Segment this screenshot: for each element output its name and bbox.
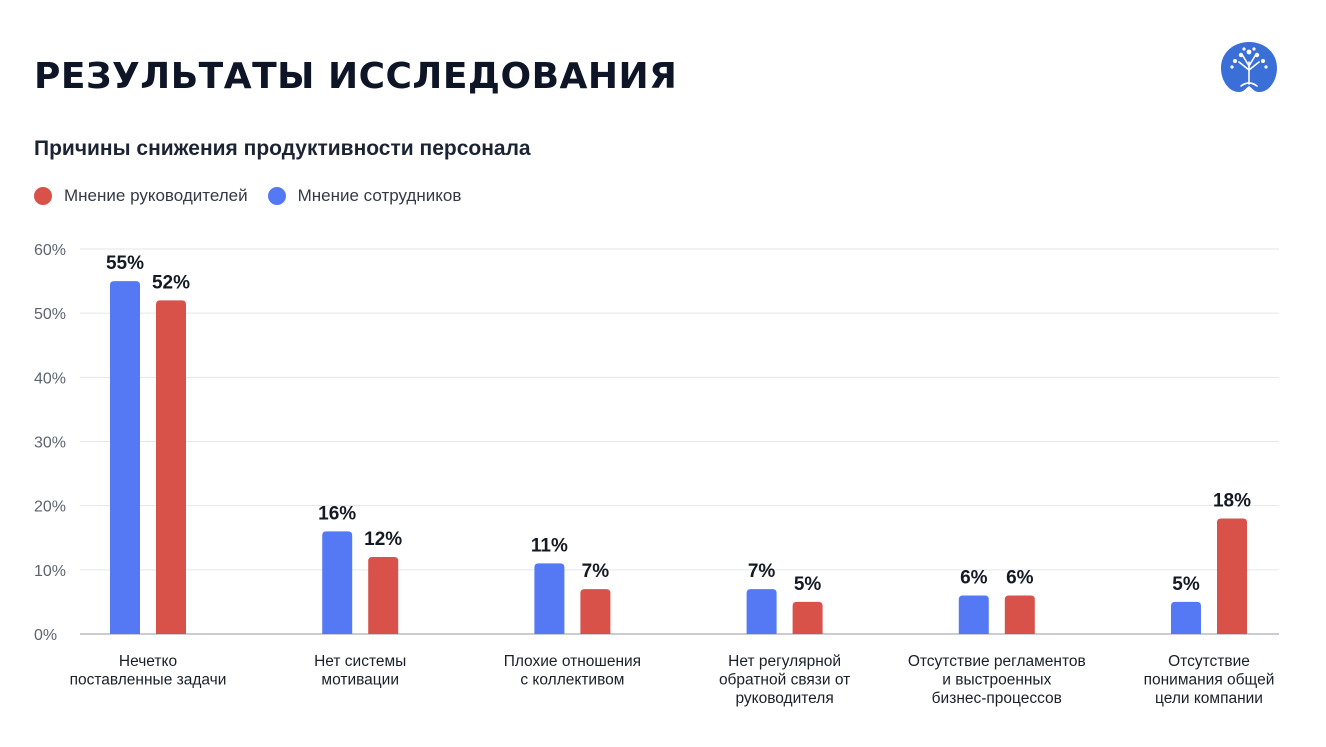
data-label: 7% (582, 561, 610, 582)
tree-in-circle-icon (1221, 42, 1277, 92)
data-label: 7% (748, 561, 776, 582)
y-tick-label: 40% (34, 370, 66, 387)
chart-title: Причины снижения продуктивности персонал… (34, 137, 531, 160)
x-tick-label-line: понимания общей (1144, 672, 1275, 689)
data-label: 6% (960, 568, 988, 589)
y-tick-label: 10% (34, 563, 66, 580)
y-tick-label: 20% (34, 499, 66, 516)
bar (368, 557, 399, 634)
legend-swatch-managers (34, 187, 52, 205)
x-tick-label-line: цели компании (1155, 690, 1263, 707)
data-label: 55% (106, 253, 144, 274)
bar (322, 531, 353, 634)
data-label: 18% (1213, 491, 1251, 512)
bar (110, 281, 140, 634)
x-tick-label: Нечетко поставленные задачи (70, 653, 227, 689)
bar (1171, 601, 1201, 634)
x-tick-label-line: Отсутствие регламентов (908, 653, 1086, 670)
y-tick-label: 50% (34, 306, 66, 323)
legend-item-managers: Мнение руководителей (34, 186, 248, 206)
x-tick-label-line: Отсутствие (1168, 653, 1250, 670)
bar (534, 563, 565, 634)
bar (580, 589, 611, 634)
chart-legend: Мнение руководителей Мнение сотрудников (34, 186, 481, 206)
bar (156, 300, 186, 634)
page-title: РЕЗУЛЬТАТЫ ИССЛЕДОВАНИЯ (34, 56, 678, 97)
x-tick-label: Отсутствие понимания общей цели компании (1144, 653, 1275, 707)
x-tick-label: Отсутствие регламентов и выстроенных бизне… (908, 653, 1086, 707)
x-tick-label-line: Нет системы (314, 653, 406, 670)
bar (746, 589, 777, 634)
x-tick-label-line: и выстроенных (942, 672, 1051, 689)
x-tick-label-line: Нет регулярной (728, 653, 841, 670)
y-tick-label: 30% (34, 435, 66, 452)
legend-item-employees: Мнение сотрудников (267, 186, 462, 206)
bar (958, 595, 989, 634)
data-label: 5% (794, 574, 822, 595)
data-label: 52% (152, 272, 190, 293)
x-tick-label-line: поставленные задачи (70, 672, 227, 689)
data-label: 6% (1006, 568, 1034, 589)
x-tick-label: Плохие отношения с коллективом (504, 653, 641, 689)
y-tick-label: 0% (34, 627, 57, 644)
x-tick-label: Нет системы мотивации (314, 653, 406, 689)
x-tick-label: Нет регулярной обратной связи от руководит… (719, 653, 850, 707)
x-tick-label-line: с коллективом (520, 672, 624, 689)
legend-swatch-employees (267, 187, 286, 205)
y-tick-label: 60% (34, 242, 66, 259)
bar (1217, 518, 1247, 634)
legend-label-managers: Мнение руководителей (64, 186, 248, 205)
data-label: 16% (318, 503, 356, 524)
bar (1004, 595, 1035, 634)
x-tick-label-line: мотивации (321, 672, 399, 689)
data-label: 5% (1172, 574, 1200, 595)
x-tick-label-line: бизнес-процессов (932, 690, 1062, 707)
x-tick-label-line: Нечетко (119, 653, 177, 670)
data-label: 11% (531, 535, 568, 556)
x-tick-label-line: Плохие отношения (504, 653, 641, 670)
legend-label-employees: Мнение сотрудников (297, 186, 462, 205)
x-tick-label-line: обратной связи от (719, 672, 850, 689)
data-label: 12% (364, 529, 402, 550)
x-tick-label-line: руководителя (735, 690, 833, 707)
bar (792, 601, 823, 634)
